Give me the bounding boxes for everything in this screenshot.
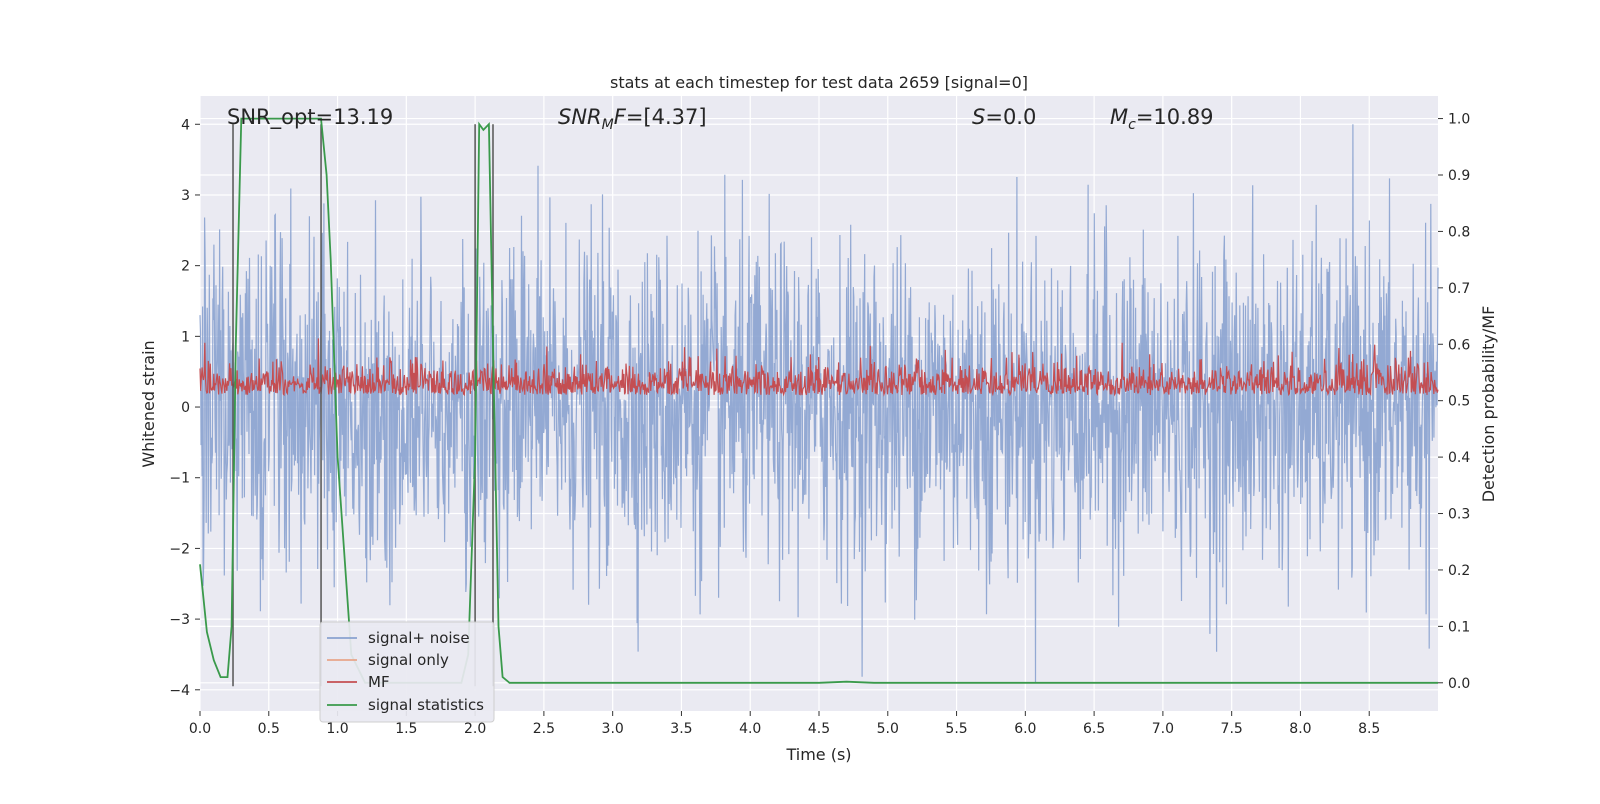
axes: 0.0 0.5 1.0 1.5 2.0 2.5 3.0 3.5 4.0 4.5 5.0 5.5 6.0 6…	[169, 112, 1470, 737]
y-tick-label-right: 0.8	[1448, 224, 1470, 240]
x-tick-label: 4.5	[808, 721, 830, 737]
y-tick-label-left: 4	[181, 117, 190, 133]
y-tick-label-left: −1	[169, 471, 190, 487]
legend-label-signal-noise: signal+ noise	[368, 629, 470, 647]
y-tick-label-right: 0.3	[1448, 507, 1470, 523]
y-tick-label-right: 1.0	[1448, 112, 1470, 128]
legend-box	[319, 621, 495, 723]
signal-noise-series	[199, 124, 1439, 683]
y-tick-label-right: 0.1	[1448, 619, 1470, 635]
x-tick-label: 6.5	[1083, 721, 1105, 737]
y-tick-label-right: 0.2	[1448, 563, 1470, 579]
mf-series	[199, 338, 1439, 397]
annotation-s: S=0.0	[972, 105, 1036, 129]
y-tick-label-left: 0	[181, 400, 190, 416]
y-tick-label-left: 2	[181, 259, 190, 275]
x-tick-label: 0.0	[189, 721, 211, 737]
annotation-snr-opt: SNR_opt=13.19	[227, 105, 393, 130]
y-tick-label-right: 0.9	[1448, 168, 1470, 184]
x-tick-label: 2.0	[464, 721, 486, 737]
legend-label-mf: MF	[368, 673, 390, 691]
y-tick-label-right: 0.4	[1448, 450, 1470, 466]
x-tick-label: 8.0	[1289, 721, 1311, 737]
x-axis-label: Time (s)	[785, 745, 851, 764]
y-tick-label-left: −3	[169, 612, 190, 628]
y-tick-label-left: −4	[169, 683, 190, 699]
x-tick-label: 6.0	[1014, 721, 1036, 737]
y-tick-label-right: 0.5	[1448, 394, 1470, 410]
x-tick-label: 7.0	[1152, 721, 1174, 737]
x-tick-label: 3.0	[602, 721, 624, 737]
grid-lines	[199, 96, 1438, 711]
x-tick-label: 5.5	[945, 721, 967, 737]
x-tick-label: 7.5	[1221, 721, 1243, 737]
x-tick-label: 8.5	[1358, 721, 1380, 737]
legend-label-signal-statistics: signal statistics	[368, 696, 484, 714]
x-tick-label: 2.5	[533, 721, 555, 737]
x-tick-label: 4.0	[739, 721, 761, 737]
y-tick-label-right: 0.7	[1448, 281, 1470, 297]
chart-title: stats at each timestep for test data 265…	[610, 73, 1028, 92]
legend-label-signal-only: signal only	[368, 651, 449, 669]
x-tick-label: 5.0	[877, 721, 899, 737]
annotation-mc: Mc=10.89	[1110, 105, 1214, 133]
mf-line	[199, 338, 1439, 397]
annotation-snr-mf: SNRMF=[4.37]	[558, 105, 707, 133]
legend: signal+ noise signal only MF signal stat…	[319, 621, 495, 723]
y-tick-label-left: 1	[181, 329, 190, 345]
y-axis-label-left: Whitened strain	[139, 340, 158, 467]
y-axis-label-right: Detection probability/MF	[1479, 306, 1498, 503]
y-tick-label-left: −2	[169, 541, 190, 557]
x-tick-label: 1.0	[326, 721, 348, 737]
y-tick-label-left: 3	[181, 188, 190, 204]
y-tick-label-right: 0.6	[1448, 337, 1470, 353]
y-tick-label-right: 0.0	[1448, 676, 1470, 692]
x-tick-label: 1.5	[395, 721, 417, 737]
signal-noise-line	[199, 124, 1439, 683]
x-tick-label: 3.5	[670, 721, 692, 737]
x-tick-label: 0.5	[258, 721, 280, 737]
